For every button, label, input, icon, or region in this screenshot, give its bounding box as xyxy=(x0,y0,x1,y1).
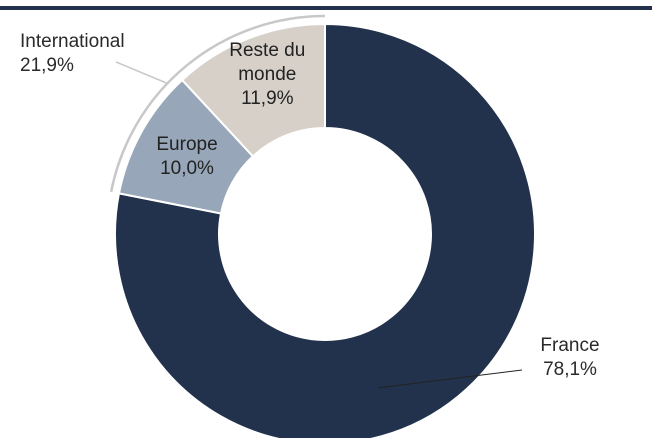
value-label: 78,1% xyxy=(543,359,597,380)
top-rule xyxy=(0,6,652,10)
segment-label: Europe 10,0% xyxy=(137,133,237,181)
annotation-text: International xyxy=(20,31,125,52)
category-label: France xyxy=(540,335,600,356)
category-label: Reste du monde xyxy=(229,39,306,85)
annotation-leader xyxy=(115,61,168,85)
segment-label: France 78,1% xyxy=(520,334,620,382)
annotation-arc xyxy=(109,14,326,193)
donut-segment xyxy=(114,22,536,438)
annotation-label: International 21,9% xyxy=(20,30,125,78)
value-label: 10,0% xyxy=(160,158,214,179)
annotation-value: 21,9% xyxy=(20,55,74,76)
donut-segment xyxy=(180,22,326,158)
segment-label: Reste du monde 11,9% xyxy=(217,39,317,111)
category-label: Europe xyxy=(156,134,218,155)
leader-line xyxy=(378,369,523,389)
value-label: 11,9% xyxy=(241,87,294,109)
